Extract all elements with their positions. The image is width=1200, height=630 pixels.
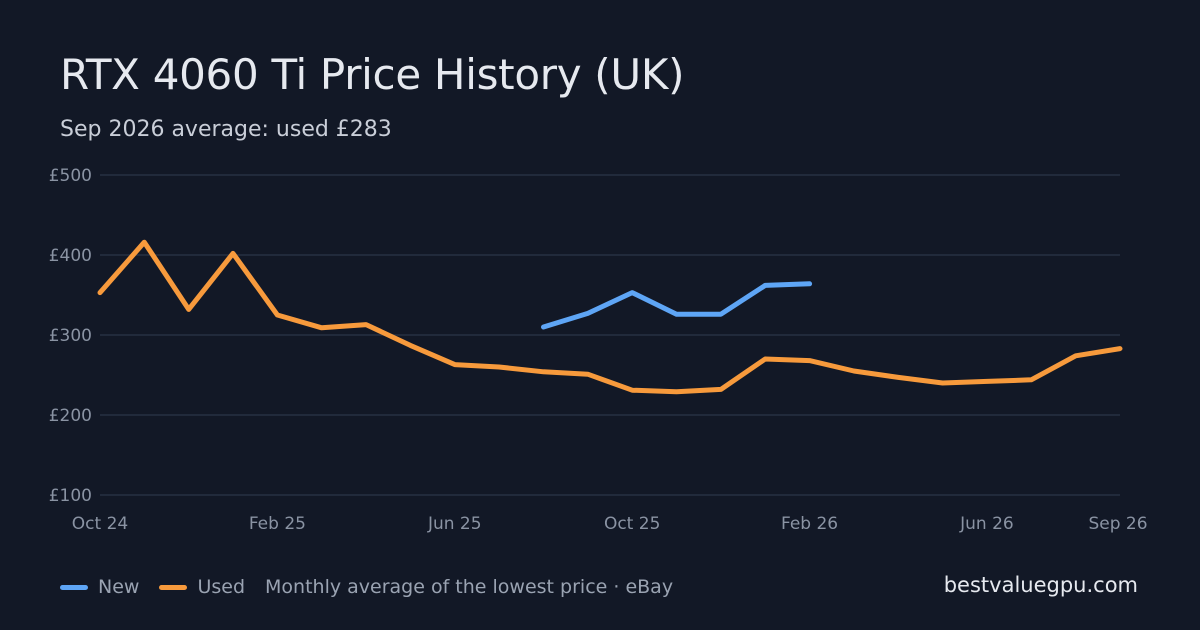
legend-label-new: New	[98, 576, 140, 598]
x-axis-ticks: Oct 24 Feb 25 Jun 25 Oct 25 Feb 26 Jun 26 Sep …	[72, 514, 1148, 534]
series-lines	[97, 239, 1123, 395]
x-tick-label: Feb 26	[781, 514, 838, 534]
x-tick-label: Oct 24	[72, 514, 128, 534]
y-tick-label: £500	[49, 166, 92, 186]
y-tick-label: £100	[49, 486, 92, 506]
y-tick-label: £400	[49, 246, 92, 266]
grid-lines	[100, 174, 1120, 496]
legend-swatch-used	[159, 584, 188, 590]
legend-item-new: New	[60, 576, 139, 598]
legend: New Used Monthly average of the lowest p…	[60, 574, 673, 600]
series-line-new	[541, 281, 813, 330]
x-tick-label: Jun 26	[959, 514, 1014, 534]
y-tick-label: £200	[49, 406, 92, 426]
x-tick-label: Oct 25	[604, 514, 660, 534]
series-line-used	[97, 239, 1123, 395]
x-tick-label: Jun 25	[427, 514, 482, 534]
x-tick-label: Sep 26	[1088, 514, 1147, 534]
y-axis-ticks: £500 £400 £300 £200 £100	[49, 166, 92, 506]
x-tick-label: Feb 25	[249, 514, 306, 534]
chart-subtitle: Sep 2026 average: used £283	[60, 117, 392, 142]
legend-label-used: Used	[197, 576, 246, 598]
y-tick-label: £300	[49, 326, 92, 346]
legend-swatch-new	[60, 584, 88, 590]
chart-title: RTX 4060 Ti Price History (UK)	[60, 50, 685, 99]
legend-note: Monthly average of the lowest price · eB…	[265, 576, 674, 598]
source-brand: bestvaluegpu.com	[943, 573, 1138, 597]
legend-item-used: Used	[159, 576, 245, 598]
